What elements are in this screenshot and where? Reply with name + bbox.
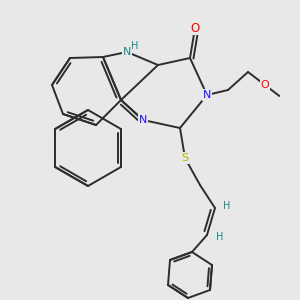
Text: O: O bbox=[190, 22, 200, 34]
Text: N: N bbox=[203, 90, 211, 100]
Text: H: H bbox=[223, 201, 231, 211]
Text: N: N bbox=[123, 47, 131, 57]
Text: H: H bbox=[216, 232, 224, 242]
Text: N: N bbox=[139, 115, 147, 125]
Text: O: O bbox=[261, 80, 269, 90]
Text: H: H bbox=[131, 41, 139, 51]
Text: S: S bbox=[182, 153, 189, 163]
